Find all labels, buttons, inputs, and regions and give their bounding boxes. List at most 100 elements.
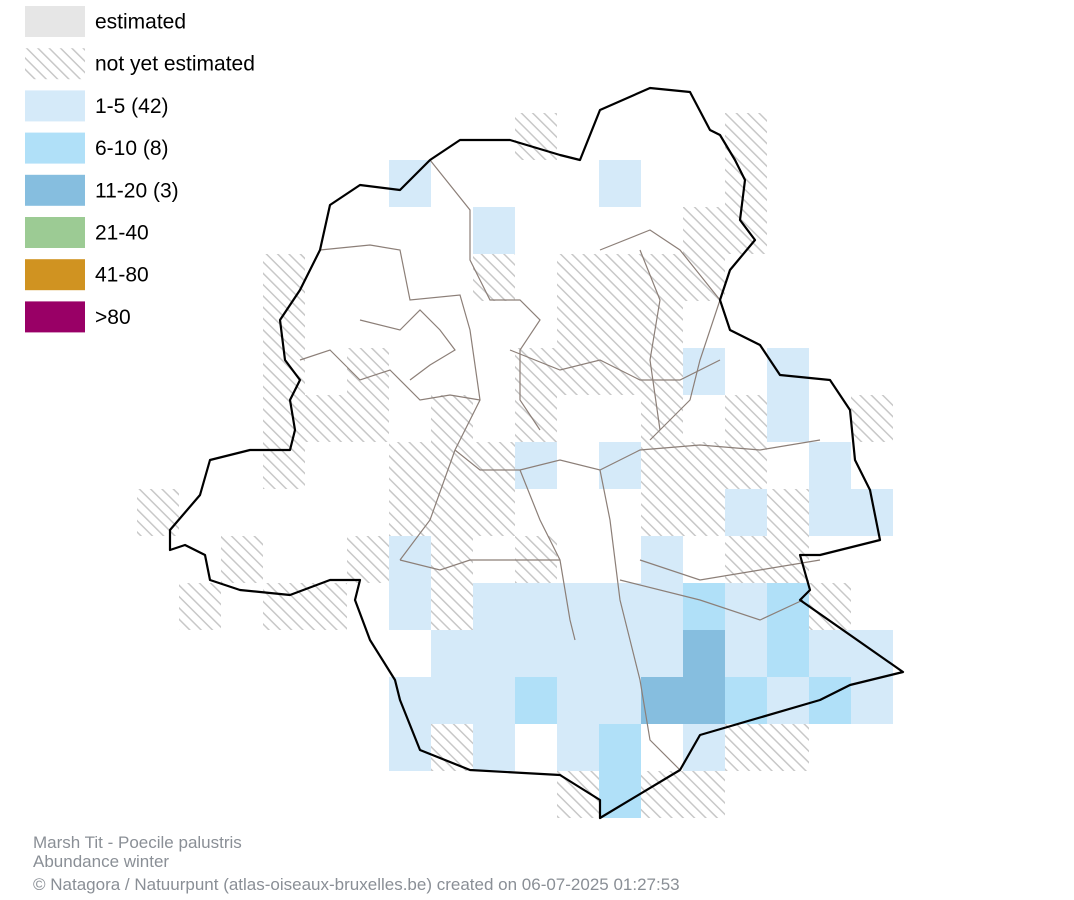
legend-label: 21-40	[95, 222, 149, 245]
grid-cell	[599, 630, 641, 677]
grid-cell	[725, 583, 767, 630]
grid-cell	[389, 489, 431, 536]
grid-cell	[767, 489, 809, 536]
caption-species: Marsh Tit - Poecile palustris	[33, 833, 242, 852]
grid-cell	[725, 489, 767, 536]
grid-cell	[683, 489, 725, 536]
grid-cell	[767, 724, 809, 771]
legend-label: estimated	[95, 11, 186, 34]
grid-cell	[557, 724, 599, 771]
grid-cell	[809, 630, 851, 677]
legend-label: not yet estimated	[95, 53, 255, 76]
legend-swatch	[25, 217, 85, 248]
grid-cell	[389, 583, 431, 630]
grid-cell	[137, 489, 179, 536]
grid-cell	[431, 630, 473, 677]
grid-cell	[725, 160, 767, 207]
grid-cell	[725, 677, 767, 724]
legend-label: >80	[95, 306, 131, 329]
grid-cell	[473, 489, 515, 536]
grid-cell	[347, 395, 389, 442]
grid-cell	[767, 348, 809, 395]
grid-cell	[515, 630, 557, 677]
grid-cell	[515, 677, 557, 724]
grid-cell	[683, 771, 725, 818]
caption-subtitle: Abundance winter	[33, 852, 169, 871]
grid-cell	[557, 348, 599, 395]
grid-cell	[599, 442, 641, 489]
legend-label: 41-80	[95, 264, 149, 287]
grid-cell	[263, 395, 305, 442]
legend-label: 6-10 (8)	[95, 137, 169, 160]
grid-cell	[389, 160, 431, 207]
grid-cell	[725, 630, 767, 677]
grid-cell	[725, 536, 767, 583]
grid-cell	[473, 254, 515, 301]
legend-label: 1-5 (42)	[95, 95, 169, 118]
grid-cell	[599, 771, 641, 818]
legend-swatch	[25, 90, 85, 122]
grid-cell	[515, 583, 557, 630]
grid-cell	[641, 348, 683, 395]
legend-swatch	[25, 48, 85, 80]
grid-cell	[557, 630, 599, 677]
grid-cell	[599, 254, 641, 301]
grid-cell	[641, 677, 683, 724]
grid-cell	[851, 395, 893, 442]
grid-cell	[221, 536, 263, 583]
grid-cell	[683, 442, 725, 489]
grid-cell	[431, 583, 473, 630]
caption-credit: © Natagora / Natuurpunt (atlas-oiseaux-b…	[33, 875, 680, 894]
legend-swatch	[25, 301, 85, 333]
grid-cell	[473, 583, 515, 630]
grid-cell	[431, 442, 473, 489]
grid-cell	[473, 630, 515, 677]
legend-swatch	[25, 259, 85, 291]
grid-cell	[641, 771, 683, 818]
grid-cell	[725, 207, 767, 254]
grid-cell	[431, 489, 473, 536]
municipality-borders	[299, 159, 821, 771]
grid-cell	[641, 630, 683, 677]
grid-cell	[599, 348, 641, 395]
grid-cell	[641, 536, 683, 583]
grid-cell	[557, 254, 599, 301]
grid-cell	[809, 583, 851, 630]
grid-cell	[305, 583, 347, 630]
grid-cell	[599, 583, 641, 630]
grid-cell	[431, 536, 473, 583]
grid-cell	[641, 301, 683, 348]
grid-cell	[767, 395, 809, 442]
legend: estimated not yet estimated 1-5 (42) 6-10 (…	[25, 6, 255, 333]
grid-cell	[767, 536, 809, 583]
grid-cell	[263, 301, 305, 348]
grid-cell	[683, 630, 725, 677]
grid-cell	[263, 583, 305, 630]
grid-cell	[683, 348, 725, 395]
grid-cells	[137, 113, 893, 818]
legend-swatch	[25, 6, 85, 37]
grid-cell	[767, 677, 809, 724]
grid-cell	[851, 630, 893, 677]
grid-cell	[851, 677, 893, 724]
grid-cell	[263, 254, 305, 301]
grid-cell	[389, 442, 431, 489]
grid-cell	[767, 630, 809, 677]
grid-cell	[557, 301, 599, 348]
grid-cell	[473, 442, 515, 489]
grid-cell	[641, 395, 683, 442]
legend-swatch	[25, 132, 85, 164]
grid-cell	[431, 677, 473, 724]
grid-cell	[305, 395, 347, 442]
grid-cell	[557, 677, 599, 724]
grid-cell	[725, 724, 767, 771]
legend-swatch	[25, 174, 85, 206]
grid-cell	[641, 254, 683, 301]
grid-cell	[389, 536, 431, 583]
grid-cell	[809, 489, 851, 536]
grid-cell	[599, 677, 641, 724]
grid-cell	[347, 348, 389, 395]
grid-cell	[557, 583, 599, 630]
grid-cell	[599, 301, 641, 348]
